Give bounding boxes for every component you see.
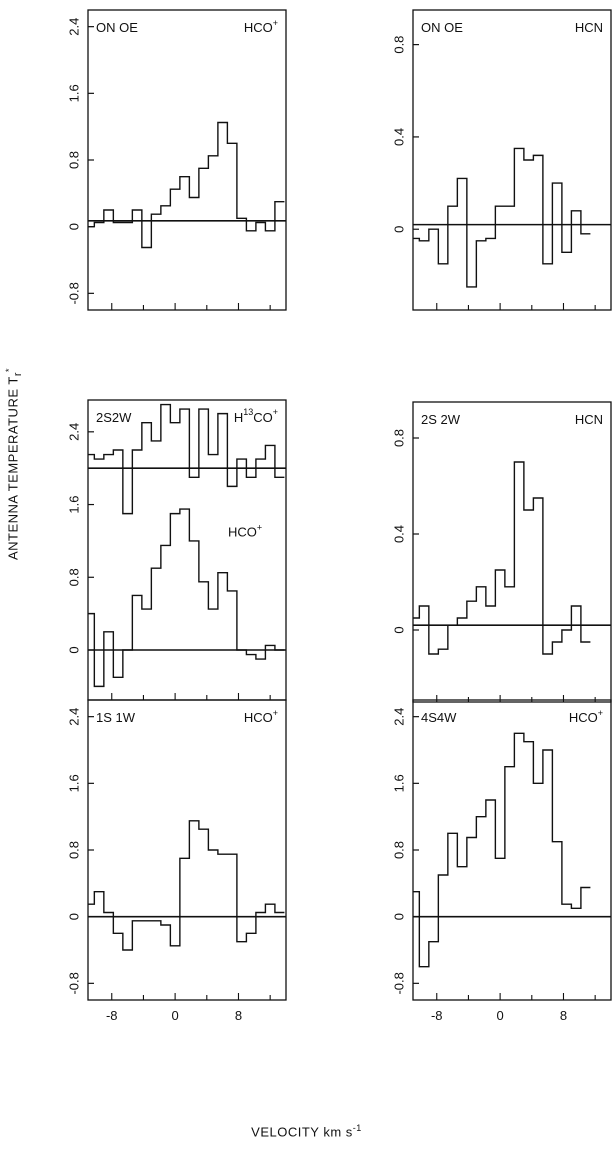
y-tick-label: 2.4 [67, 708, 82, 726]
x-tick-label: 0 [497, 1008, 504, 1023]
spectrum-trace-0 [88, 403, 285, 515]
panel-molecule-label: HCO+ [244, 708, 278, 725]
y-tick-label: 1.6 [67, 84, 82, 102]
panel-molecule-label: HCN [575, 412, 603, 427]
x-axis-label-superscript: -1 [352, 1123, 362, 1133]
y-tick-label: 0.8 [67, 151, 82, 169]
y-tick-label: -0.8 [392, 972, 407, 994]
y-tick-label: 0 [67, 913, 82, 920]
y-tick-label: -0.8 [67, 972, 82, 994]
spectrum-panel-2: 0.8 0.4 0 ON OE HCN [392, 9, 612, 311]
y-tick-label: 1.6 [67, 774, 82, 792]
spectrum-panel-6: 2.4 1.6 0.8 0 -0.8 -8 0 8 4S4W HCO+ [392, 699, 612, 1023]
y-tick-label: 0.4 [392, 128, 407, 146]
spectrum-trace-0 [413, 461, 591, 655]
y-tick-label: 1.6 [392, 774, 407, 792]
spectrum-panel-5: 2.4 1.6 0.8 0 -0.8 -8 0 8 1S 1W HCO+ [67, 699, 287, 1023]
x-tick-label: 8 [560, 1008, 567, 1023]
spectrum-trace-0 [88, 820, 285, 951]
panel-position-label: 1S 1W [96, 710, 136, 725]
y-tick-label: 0 [67, 646, 82, 653]
x-axis-label-text: VELOCITY km s [251, 1124, 353, 1140]
panel-molecule-label: H13CO+ [234, 407, 278, 425]
spectrum-trace-0 [413, 147, 591, 288]
panel-molecule-label: HCO+ [244, 18, 278, 35]
x-tick-label: -8 [106, 1008, 118, 1023]
y-tick-label: 0.8 [392, 429, 407, 447]
panel-frame [87, 699, 287, 1001]
y-tick-label: 2.4 [392, 708, 407, 726]
panel-frame [87, 9, 287, 311]
spectrum-trace-0 [88, 121, 285, 249]
panel-position-label: ON OE [96, 20, 138, 35]
y-tick-label: -0.8 [67, 282, 82, 304]
panel-position-label: 2S 2W [421, 412, 461, 427]
spectrum-trace-0 [413, 732, 591, 968]
panel-frame [412, 401, 612, 703]
spectrum-panel-1: 2.4 1.6 0.8 0 -0.8 ON OE HCO+ [67, 9, 287, 311]
spectrum-panel-4: 0.8 0.4 0 2S 2W HCN [392, 401, 612, 703]
x-axis-label: VELOCITY km s-1 [0, 1123, 613, 1139]
panel-position-label: 2S2W [96, 410, 132, 425]
y-tick-label: 0.8 [392, 841, 407, 859]
y-tick-label: 2.4 [67, 18, 82, 36]
panel-position-label: ON OE [421, 20, 463, 35]
y-tick-label: 0 [67, 223, 82, 230]
panel-molecule-label: HCN [575, 20, 603, 35]
panel-frame [412, 9, 612, 311]
y-axis-label-subscript: r [11, 372, 24, 377]
y-axis-label-text: ANTENNA TEMPERATURE T [5, 376, 21, 561]
y-tick-label: 0 [392, 913, 407, 920]
y-tick-label: 2.4 [67, 423, 82, 441]
x-tick-label: -8 [431, 1008, 443, 1023]
x-tick-label: 0 [172, 1008, 179, 1023]
y-tick-label: 1.6 [67, 496, 82, 514]
y-tick-label: 0.8 [392, 36, 407, 54]
panel-molecule-label-lower: HCO+ [228, 522, 262, 539]
panel-position-label: 4S4W [421, 710, 457, 725]
y-tick-label: 0 [392, 226, 407, 233]
y-tick-label: 0.8 [67, 841, 82, 859]
y-tick-label: 0.8 [67, 568, 82, 586]
y-axis-label-superscript: * [4, 368, 14, 373]
y-axis-label: ANTENNA TEMPERATURE Tr* [4, 368, 24, 560]
y-tick-label: 0 [392, 626, 407, 633]
y-tick-label: 0.4 [392, 525, 407, 543]
panel-frame [412, 699, 612, 1001]
x-tick-label: 8 [235, 1008, 242, 1023]
panel-molecule-label: HCO+ [569, 708, 603, 725]
spectrum-panel-3: 2.4 1.6 0.8 0 2S2W HCO+ H13CO+ [67, 399, 287, 701]
spectrum-trace-1 [88, 508, 285, 688]
